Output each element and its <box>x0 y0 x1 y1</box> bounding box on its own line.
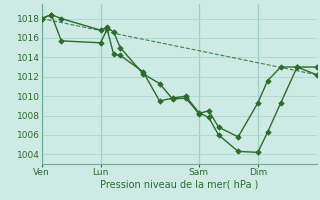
X-axis label: Pression niveau de la mer( hPa ): Pression niveau de la mer( hPa ) <box>100 180 258 190</box>
